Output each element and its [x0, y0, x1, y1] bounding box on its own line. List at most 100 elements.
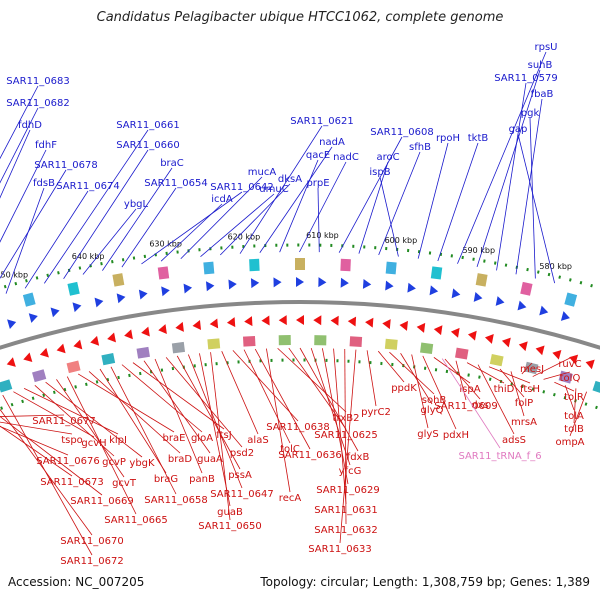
reverse-leader-line: [0, 408, 93, 536]
forward-gene-arrow: [407, 282, 416, 293]
reverse-leader-line: [0, 414, 65, 417]
forward-gene-block: [564, 292, 578, 307]
forward-leader-line: [0, 85, 39, 160]
reverse-gene-label: pyrC2: [361, 407, 391, 418]
reverse-leader-line: [573, 388, 577, 424]
forward-leader-line: [160, 203, 223, 262]
reverse-leader-line: [99, 368, 167, 474]
reverse-gene-label: SAR11_0670: [60, 536, 124, 547]
reverse-leader-line: [0, 426, 69, 456]
reverse-gene-arrow: [365, 317, 374, 328]
reverse-gene-block: [524, 361, 539, 375]
reverse-gene-label: ispA: [459, 384, 480, 395]
forward-gene-block: [67, 281, 80, 296]
forward-gene-block: [295, 258, 305, 270]
forward-gene-label: ybgL: [124, 199, 149, 210]
forward-leader-line: [141, 191, 243, 265]
reverse-gene-arrow: [73, 339, 83, 350]
reverse-leader-line: [333, 348, 347, 505]
reverse-gene-label: SAR11_0629: [316, 485, 380, 496]
reverse-gene-block: [32, 369, 47, 383]
forward-leader-line: [0, 169, 67, 279]
reverse-gene-label: tolB: [564, 424, 584, 435]
forward-leader-line: [180, 176, 263, 260]
reverse-gene-label: SAR11_0650: [198, 521, 262, 532]
reverse-gene-label: gloA: [191, 433, 213, 444]
reverse-gene-arrow: [192, 320, 202, 330]
reverse-gene-label: thiD: [494, 384, 515, 395]
reverse-leader-line: [569, 391, 587, 437]
reverse-leader-line: [499, 368, 525, 398]
forward-gene-arrow: [161, 286, 170, 297]
reverse-leader-line: [110, 366, 177, 495]
reverse-leader-line: [477, 364, 515, 435]
forward-gene-label: prpE: [306, 178, 329, 189]
reverse-gene-label: braG: [154, 474, 178, 485]
reverse-leader-line: [299, 347, 359, 452]
reverse-leader-line: [154, 358, 203, 474]
forward-gene-label: fbaB: [531, 89, 554, 100]
reverse-gene-arrow: [501, 337, 511, 348]
forward-gene-label: SAR11_0642: [210, 182, 274, 193]
reverse-gene-arrow: [535, 345, 545, 356]
reverse-gene-arrow: [552, 349, 562, 360]
reverse-gene-arrow: [450, 327, 460, 338]
forward-gene-block: [520, 281, 533, 296]
reverse-leader-line: [366, 350, 377, 407]
reverse-gene-label: SAR11_0625: [314, 430, 378, 441]
reverse-gene-arrow: [23, 352, 33, 363]
reverse-gene-label: tolC: [280, 444, 300, 455]
forward-leader-line: [437, 142, 479, 262]
forward-gene-label: SAR11_0660: [116, 140, 180, 151]
forward-gene-label: aroC: [376, 152, 399, 163]
forward-gene-arrow: [429, 285, 439, 296]
forward-gene-arrow: [94, 297, 104, 308]
reverse-gene-label: mesJ: [520, 364, 544, 375]
kbp-scale-label: 650 kbp: [0, 270, 28, 279]
reverse-leader-line: [0, 415, 103, 496]
forward-leader-line: [43, 129, 149, 284]
reverse-gene-label: kipI: [109, 435, 127, 446]
reverse-leader-line: [243, 349, 291, 444]
forward-gene-label: SAR11_0661: [116, 120, 180, 131]
reverse-gene-block: [489, 354, 504, 367]
reverse-gene-label: pdxH: [443, 430, 469, 441]
reverse-gene-label: pssA: [228, 470, 252, 481]
reverse-leader-line: [521, 362, 533, 375]
forward-gene-label: ispB: [369, 167, 390, 178]
kbp-scale-label: 590 kbp: [462, 246, 495, 255]
forward-gene-label: SAR11_0654: [144, 178, 208, 189]
forward-gene-arrow: [138, 289, 148, 300]
forward-gene-arrow: [250, 278, 260, 289]
reverse-gene-label: SAR11_0658: [144, 495, 208, 506]
reverse-gene-block: [278, 335, 291, 346]
reverse-leader-line: [310, 347, 351, 466]
reverse-gene-block: [101, 353, 116, 366]
reverse-leader-line: [176, 355, 241, 470]
forward-gene-arrow: [517, 300, 527, 311]
forward-leader-line: [239, 125, 323, 254]
forward-leader-line: [63, 149, 149, 279]
reverse-gene-block: [455, 347, 469, 360]
reverse-leader-line: [543, 371, 571, 380]
reverse-leader-line: [132, 362, 225, 430]
forward-gene-arrow: [28, 313, 38, 323]
reverse-gene-arrow: [244, 316, 253, 327]
reverse-leader-line: [339, 349, 357, 544]
reverse-gene-label: braD: [168, 454, 193, 465]
reverse-leader-line: [422, 355, 457, 430]
forward-leader-line: [417, 142, 449, 259]
reverse-gene-arrow: [399, 320, 408, 331]
reverse-leader-line: [344, 349, 347, 525]
reverse-gene-label: fdxB: [347, 452, 370, 463]
forward-gene-label: braC: [160, 158, 184, 169]
topology-text: Topology: circular; Length: 1,308,759 bp…: [260, 575, 590, 589]
reverse-gene-arrow: [330, 315, 339, 326]
forward-gene-arrow: [205, 281, 215, 292]
kbp-scale-label: 610 kbp: [306, 231, 339, 240]
reverse-gene-block: [66, 360, 81, 374]
reverse-gene-label: ybgK: [129, 458, 155, 469]
reverse-gene-arrow: [56, 343, 66, 354]
reverse-gene-label: SAR11_0665: [104, 515, 168, 526]
